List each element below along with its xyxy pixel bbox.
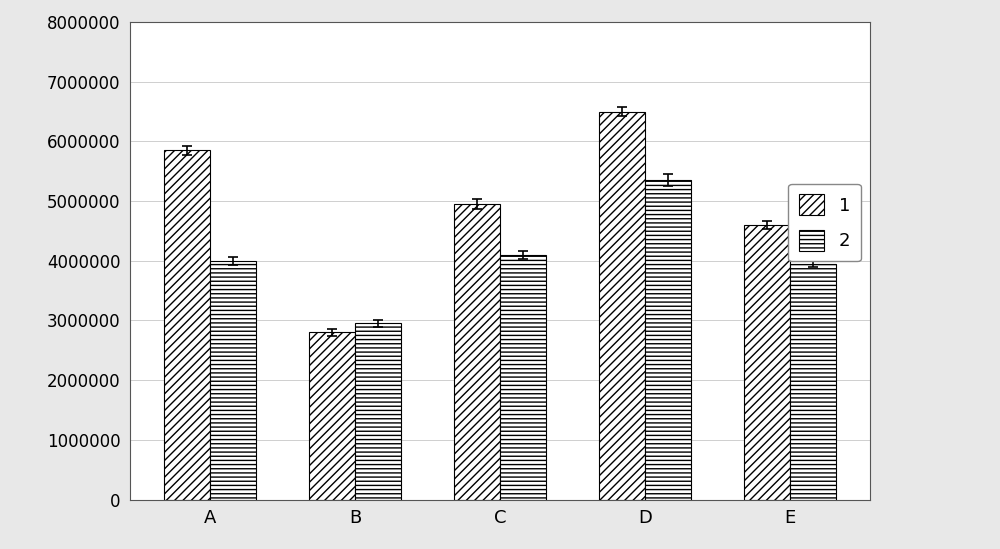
Bar (500, 255, 546, 500)
Bar (599, 111, 645, 500)
Bar (790, 264, 836, 500)
Bar (454, 204, 500, 500)
Bar (355, 323, 401, 500)
Bar (210, 261, 256, 500)
Bar (309, 333, 355, 500)
Bar (164, 150, 210, 500)
Bar (744, 225, 790, 500)
Legend: 1, 2: 1, 2 (788, 184, 861, 261)
Bar (645, 180, 691, 500)
